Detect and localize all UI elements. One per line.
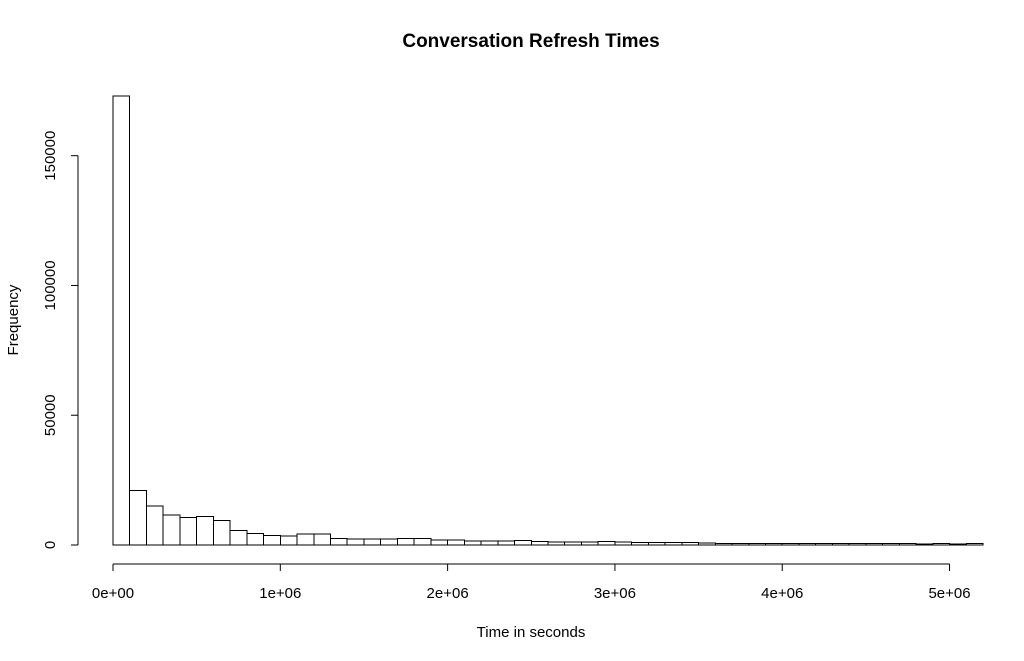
histogram-bar [480,540,499,546]
histogram-bar [614,541,633,546]
histogram-bar [681,542,700,546]
histogram-bar [831,543,850,546]
histogram-bar [296,533,315,546]
histogram-bar [463,540,482,546]
histogram-bar [497,540,516,546]
histogram-bar [664,541,683,546]
histogram-bar [815,543,833,546]
histogram-bar [363,538,382,546]
histogram-bar [781,542,800,546]
x-tick-label: 2e+06 [427,585,469,602]
histogram-bar [865,543,884,546]
histogram-bar [898,543,917,546]
y-axis: 0 50000 100000 150000 [42,131,79,549]
histogram-bar [698,542,716,546]
histogram-bar [765,542,783,546]
histogram-bar [413,538,432,546]
histogram-bar [514,539,532,546]
histogram-bar [580,541,599,546]
histogram-bar [212,519,231,546]
x-tick-label: 4e+06 [761,585,803,602]
histogram-bar [547,541,566,546]
histogram-bar [380,538,398,546]
histogram-bar [430,539,449,546]
histogram-bar [798,543,817,546]
x-axis: 0e+00 1e+06 2e+06 3e+06 4e+06 5e+06 [92,563,971,602]
y-tick-label: 150000 [42,131,59,181]
y-tick-label: 50000 [42,394,59,436]
x-axis-label: Time in seconds [477,624,586,641]
histogram-bar [597,541,616,546]
histogram-bar [196,515,214,546]
histogram-bar [647,542,666,546]
histogram-bar [162,514,181,546]
histogram-bar [279,535,298,546]
histogram-bar [748,542,766,546]
histogram-bar [949,543,967,546]
histogram-bar [129,489,147,546]
histogram-bar [346,538,365,546]
histogram-bar [631,541,649,546]
y-tick-label: 0 [42,541,59,549]
x-tick-label: 5e+06 [928,585,970,602]
y-tick-label: 100000 [42,260,59,310]
histogram-bar [882,543,900,546]
histogram-bar [330,537,348,546]
x-tick-label: 0e+00 [92,585,134,602]
histogram-bar [263,534,281,546]
histogram-bar [965,542,984,546]
histogram-bar [145,505,164,546]
histogram-bar [932,543,951,546]
histogram-bar [714,542,733,546]
histogram-bar [313,533,331,546]
bars-group [112,95,984,546]
histogram-bar [564,541,582,546]
histogram-bar [112,95,131,546]
histogram-bar [731,542,750,546]
histogram-bar [848,543,867,546]
histogram-bar [396,537,415,546]
histogram-bar [229,530,248,546]
chart-title: Conversation Refresh Times [402,31,659,52]
histogram-bar [915,543,934,546]
histogram-bar [530,540,549,546]
x-tick-label: 1e+06 [259,585,301,602]
histogram-bar [447,539,465,546]
y-axis-label: Frequency [5,284,22,355]
x-tick-label: 3e+06 [594,585,636,602]
histogram-bar [246,532,265,546]
histogram-bar [179,517,198,546]
